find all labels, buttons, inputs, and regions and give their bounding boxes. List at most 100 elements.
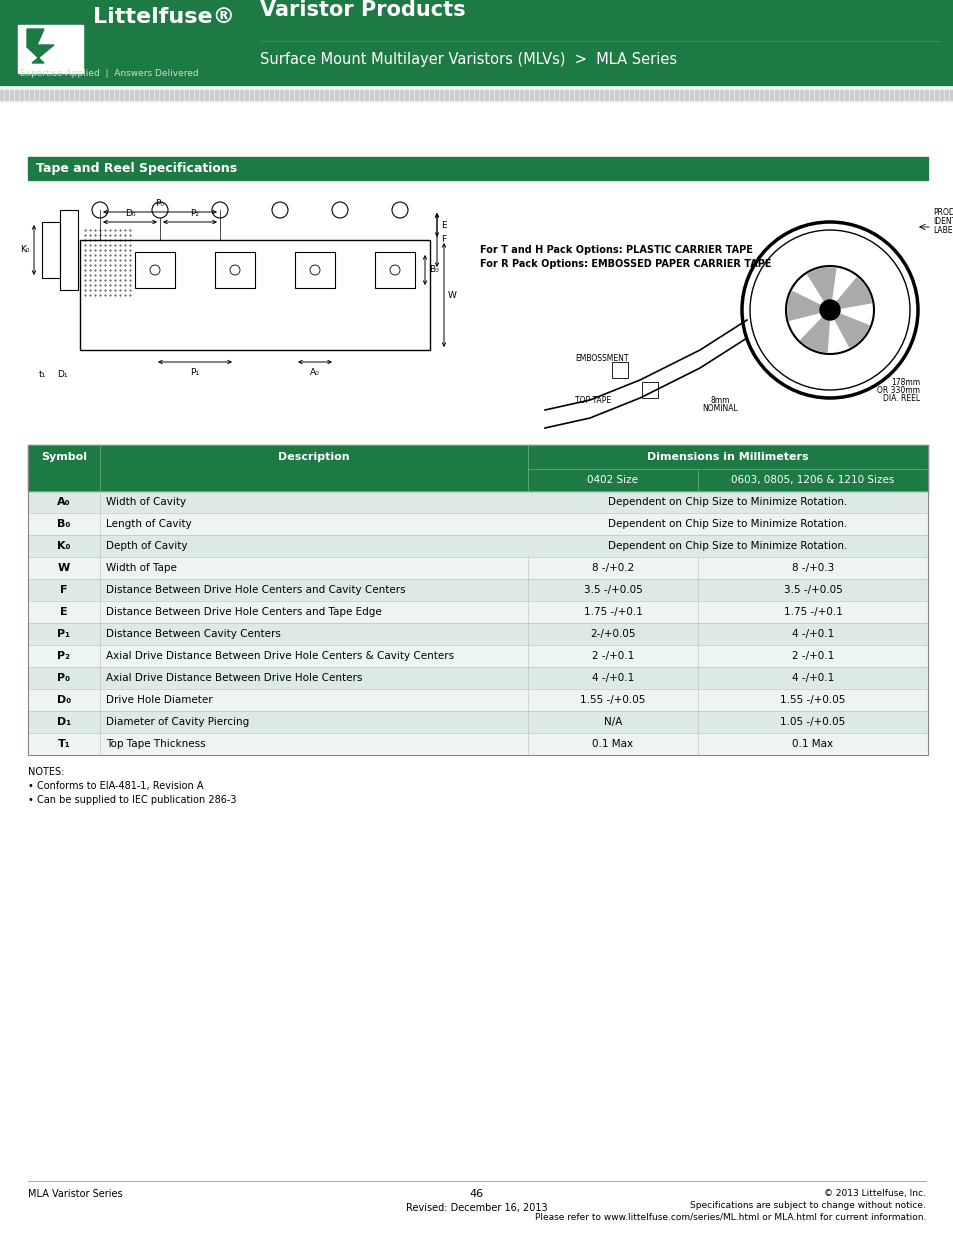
Bar [399, 90, 402, 100]
Bar [210, 90, 213, 100]
Bar [495, 90, 497, 100]
Text: D₁: D₁ [56, 370, 67, 379]
Bar [28, 667, 927, 689]
Bar [709, 90, 712, 100]
Bar [339, 90, 343, 100]
Bar [365, 90, 368, 100]
Text: W: W [58, 563, 71, 573]
Bar [824, 90, 827, 100]
Bar [270, 90, 273, 100]
Text: OR 330mm: OR 330mm [876, 387, 919, 395]
Text: Length of Cavity: Length of Cavity [106, 519, 192, 529]
Bar [154, 90, 158, 100]
Bar [170, 90, 172, 100]
Bar [95, 90, 98, 100]
Bar [874, 90, 877, 100]
Bar [310, 90, 313, 100]
Bar [555, 90, 558, 100]
Bar [424, 90, 428, 100]
Text: IDENTIFYING: IDENTIFYING [932, 217, 953, 226]
Text: 0.1 Max: 0.1 Max [792, 739, 833, 748]
Bar [635, 90, 638, 100]
Bar [20, 90, 23, 100]
Bar [475, 90, 477, 100]
Bar [720, 90, 722, 100]
Bar [305, 90, 308, 100]
Bar [510, 90, 513, 100]
Bar [395, 90, 397, 100]
Bar [695, 90, 698, 100]
Bar [335, 90, 337, 100]
Text: N/A: N/A [603, 718, 621, 727]
Bar [655, 90, 658, 100]
Bar [234, 90, 237, 100]
Bar [80, 90, 83, 100]
Text: D₀: D₀ [57, 695, 71, 705]
Bar [370, 90, 373, 100]
Bar [639, 90, 642, 100]
Bar [619, 90, 622, 100]
Bar [649, 90, 652, 100]
Text: 2 -/+0.1: 2 -/+0.1 [591, 651, 634, 661]
Text: Width of Cavity: Width of Cavity [106, 496, 186, 508]
Bar [250, 90, 253, 100]
Bar [85, 90, 88, 100]
Bar [844, 90, 847, 100]
Bar [734, 90, 738, 100]
Bar [584, 90, 587, 100]
Bar [115, 90, 118, 100]
Bar [28, 689, 927, 711]
Text: TOP TAPE: TOP TAPE [575, 396, 611, 405]
Bar [430, 90, 433, 100]
Bar [214, 252, 254, 288]
Bar [944, 90, 947, 100]
Bar [294, 252, 335, 288]
Text: 178mm: 178mm [890, 378, 919, 387]
Bar [659, 90, 662, 100]
Text: 1.55 -/+0.05: 1.55 -/+0.05 [579, 695, 645, 705]
Text: A₀: A₀ [310, 368, 319, 377]
Bar [28, 492, 927, 513]
Text: 3.5 -/+0.05: 3.5 -/+0.05 [782, 585, 841, 595]
Bar [280, 90, 283, 100]
Bar [774, 90, 778, 100]
Bar [834, 90, 837, 100]
Bar [345, 90, 348, 100]
Bar [214, 90, 218, 100]
Bar [539, 90, 542, 100]
Text: Dependent on Chip Size to Minimize Rotation.: Dependent on Chip Size to Minimize Rotat… [608, 496, 847, 508]
Bar [5, 90, 8, 100]
Bar [105, 90, 108, 100]
Bar [595, 90, 598, 100]
Text: DIA. REEL: DIA. REEL [882, 394, 919, 403]
Bar [185, 90, 188, 100]
Bar [644, 90, 647, 100]
Bar [220, 90, 223, 100]
Text: D₀: D₀ [125, 209, 135, 219]
Bar [30, 90, 33, 100]
Text: 2-/+0.05: 2-/+0.05 [590, 629, 635, 638]
Bar [90, 90, 92, 100]
Polygon shape [787, 291, 821, 320]
Bar [28, 734, 927, 755]
Bar [65, 90, 68, 100]
Text: For T and H Pack Options: PLASTIC CARRIER TAPE: For T and H Pack Options: PLASTIC CARRIE… [479, 245, 752, 254]
Bar [50, 90, 53, 100]
Bar [559, 90, 562, 100]
Bar [464, 90, 468, 100]
Text: Width of Tape: Width of Tape [106, 563, 176, 573]
Text: NOTES:: NOTES: [28, 767, 64, 777]
Bar [780, 90, 782, 100]
Text: Axial Drive Distance Between Drive Hole Centers: Axial Drive Distance Between Drive Hole … [106, 673, 362, 683]
Bar [444, 90, 448, 100]
Text: Distance Between Cavity Centers: Distance Between Cavity Centers [106, 629, 280, 638]
Text: P₀: P₀ [155, 199, 164, 207]
Bar [470, 90, 473, 100]
Bar [200, 90, 203, 100]
Bar [769, 90, 772, 100]
Bar [60, 210, 78, 290]
Bar [28, 579, 927, 601]
Text: B₀: B₀ [57, 519, 71, 529]
Text: © 2013 Littelfuse, Inc.: © 2013 Littelfuse, Inc. [823, 1189, 925, 1198]
Bar [889, 90, 892, 100]
